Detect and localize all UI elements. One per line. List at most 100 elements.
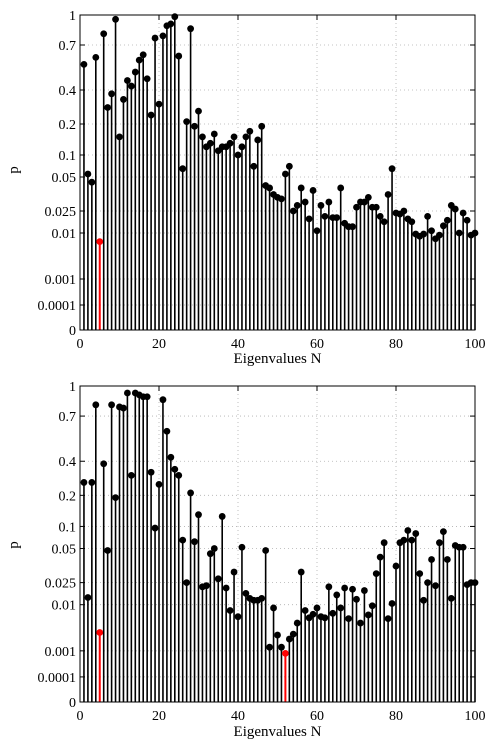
stem-marker	[104, 547, 112, 554]
stem-marker	[262, 547, 270, 554]
x-tick-label: 0	[77, 337, 84, 352]
stem-marker	[175, 52, 183, 60]
stem-marker	[242, 589, 250, 597]
stem-marker	[116, 133, 123, 141]
stem-marker	[353, 203, 360, 211]
stem-marker	[416, 570, 424, 578]
stem-marker	[443, 556, 451, 563]
y-tick-label: 0.01	[52, 599, 77, 614]
stem-marker	[108, 90, 115, 98]
stem-marker	[226, 607, 234, 614]
stem-marker	[151, 524, 159, 532]
stem-marker	[313, 604, 321, 612]
stem-marker	[293, 619, 301, 627]
x-tick-label: 0	[77, 709, 84, 724]
stem-marker	[436, 231, 443, 239]
stem-marker	[364, 611, 372, 619]
stem-marker	[325, 198, 333, 206]
stem-marker	[459, 543, 467, 551]
stem-marker	[155, 480, 163, 488]
stem-marker	[349, 223, 356, 231]
stem-marker	[436, 539, 443, 547]
stem-marker	[293, 202, 301, 209]
axes-box	[79, 14, 476, 331]
stem-marker	[420, 596, 428, 604]
stem-marker	[206, 139, 214, 147]
stem-marker	[388, 600, 396, 607]
stem-marker	[278, 195, 285, 203]
x-tick-label: 80	[389, 337, 403, 352]
stem-marker	[368, 602, 376, 610]
stem-marker	[175, 471, 183, 479]
stem-marker	[282, 170, 289, 178]
stem-marker	[124, 389, 131, 397]
stem-marker	[218, 513, 226, 520]
stem-marker	[112, 15, 119, 23]
stem-marker	[171, 13, 179, 21]
stem-marker	[183, 118, 191, 125]
stem-marker	[199, 133, 206, 141]
stem-marker	[424, 579, 431, 587]
stem-marker	[80, 479, 88, 486]
stem-marker	[412, 530, 420, 537]
stem-marker	[285, 635, 293, 643]
stem-marker	[80, 60, 88, 68]
y-tick-label: 0.4	[59, 455, 77, 470]
y-tick-label: 0.0001	[38, 671, 77, 686]
stem-marker	[384, 615, 392, 622]
stem-marker	[270, 604, 277, 612]
stem-marker	[266, 643, 273, 651]
stem-marker	[167, 20, 175, 28]
stem-marker	[420, 230, 428, 238]
y-tick-label: 1	[69, 380, 76, 395]
stem-marker	[301, 198, 309, 206]
stem-marker	[345, 615, 352, 622]
stem-marker	[206, 550, 214, 558]
stem-marker	[124, 77, 131, 84]
x-tick-label: 20	[152, 337, 166, 352]
stem-marker	[84, 594, 92, 601]
stem-marker	[428, 556, 435, 563]
stem-marker	[230, 568, 238, 576]
grid	[80, 15, 475, 330]
stem-marker	[266, 184, 273, 192]
y-tick-label: 0.7	[59, 410, 77, 425]
y-tick-label: 0.7	[59, 39, 77, 54]
stem-marker	[333, 591, 341, 599]
stem-marker	[120, 404, 127, 412]
axes-box	[79, 385, 476, 703]
stem-marker	[337, 184, 345, 192]
stem-marker	[159, 396, 167, 404]
stem-marker	[183, 579, 191, 587]
stem-marker	[234, 613, 242, 621]
stem-marker	[210, 130, 218, 138]
y-tick-label: 0	[69, 324, 76, 339]
stem-marker	[424, 212, 431, 220]
stem-marker	[258, 122, 266, 130]
stem-marker	[349, 585, 356, 593]
x-tick-label: 100	[465, 709, 486, 724]
stems	[80, 13, 479, 330]
y-axis-label: p	[6, 166, 22, 174]
y-axis-label: p	[6, 541, 22, 549]
stem-marker	[135, 56, 143, 64]
x-tick-label: 100	[465, 337, 486, 352]
stem-marker	[210, 545, 218, 552]
stem-marker	[88, 479, 96, 486]
stem-marker	[289, 630, 297, 638]
stem-marker	[297, 568, 305, 576]
stem-marker	[317, 202, 325, 209]
y-tick-label: 0.001	[45, 273, 77, 288]
stem-marker	[187, 25, 195, 33]
stem-marker	[440, 222, 447, 230]
stem-marker	[289, 207, 297, 215]
stem-marker	[313, 227, 321, 235]
y-tick-label: 0.05	[52, 171, 77, 186]
stem-marker	[187, 489, 195, 497]
stem-marker	[400, 207, 408, 215]
stem-marker	[195, 511, 202, 519]
stem-marker	[459, 209, 467, 217]
stem-marker	[191, 122, 198, 130]
stem-marker	[120, 96, 127, 103]
stem-marker	[428, 227, 435, 235]
